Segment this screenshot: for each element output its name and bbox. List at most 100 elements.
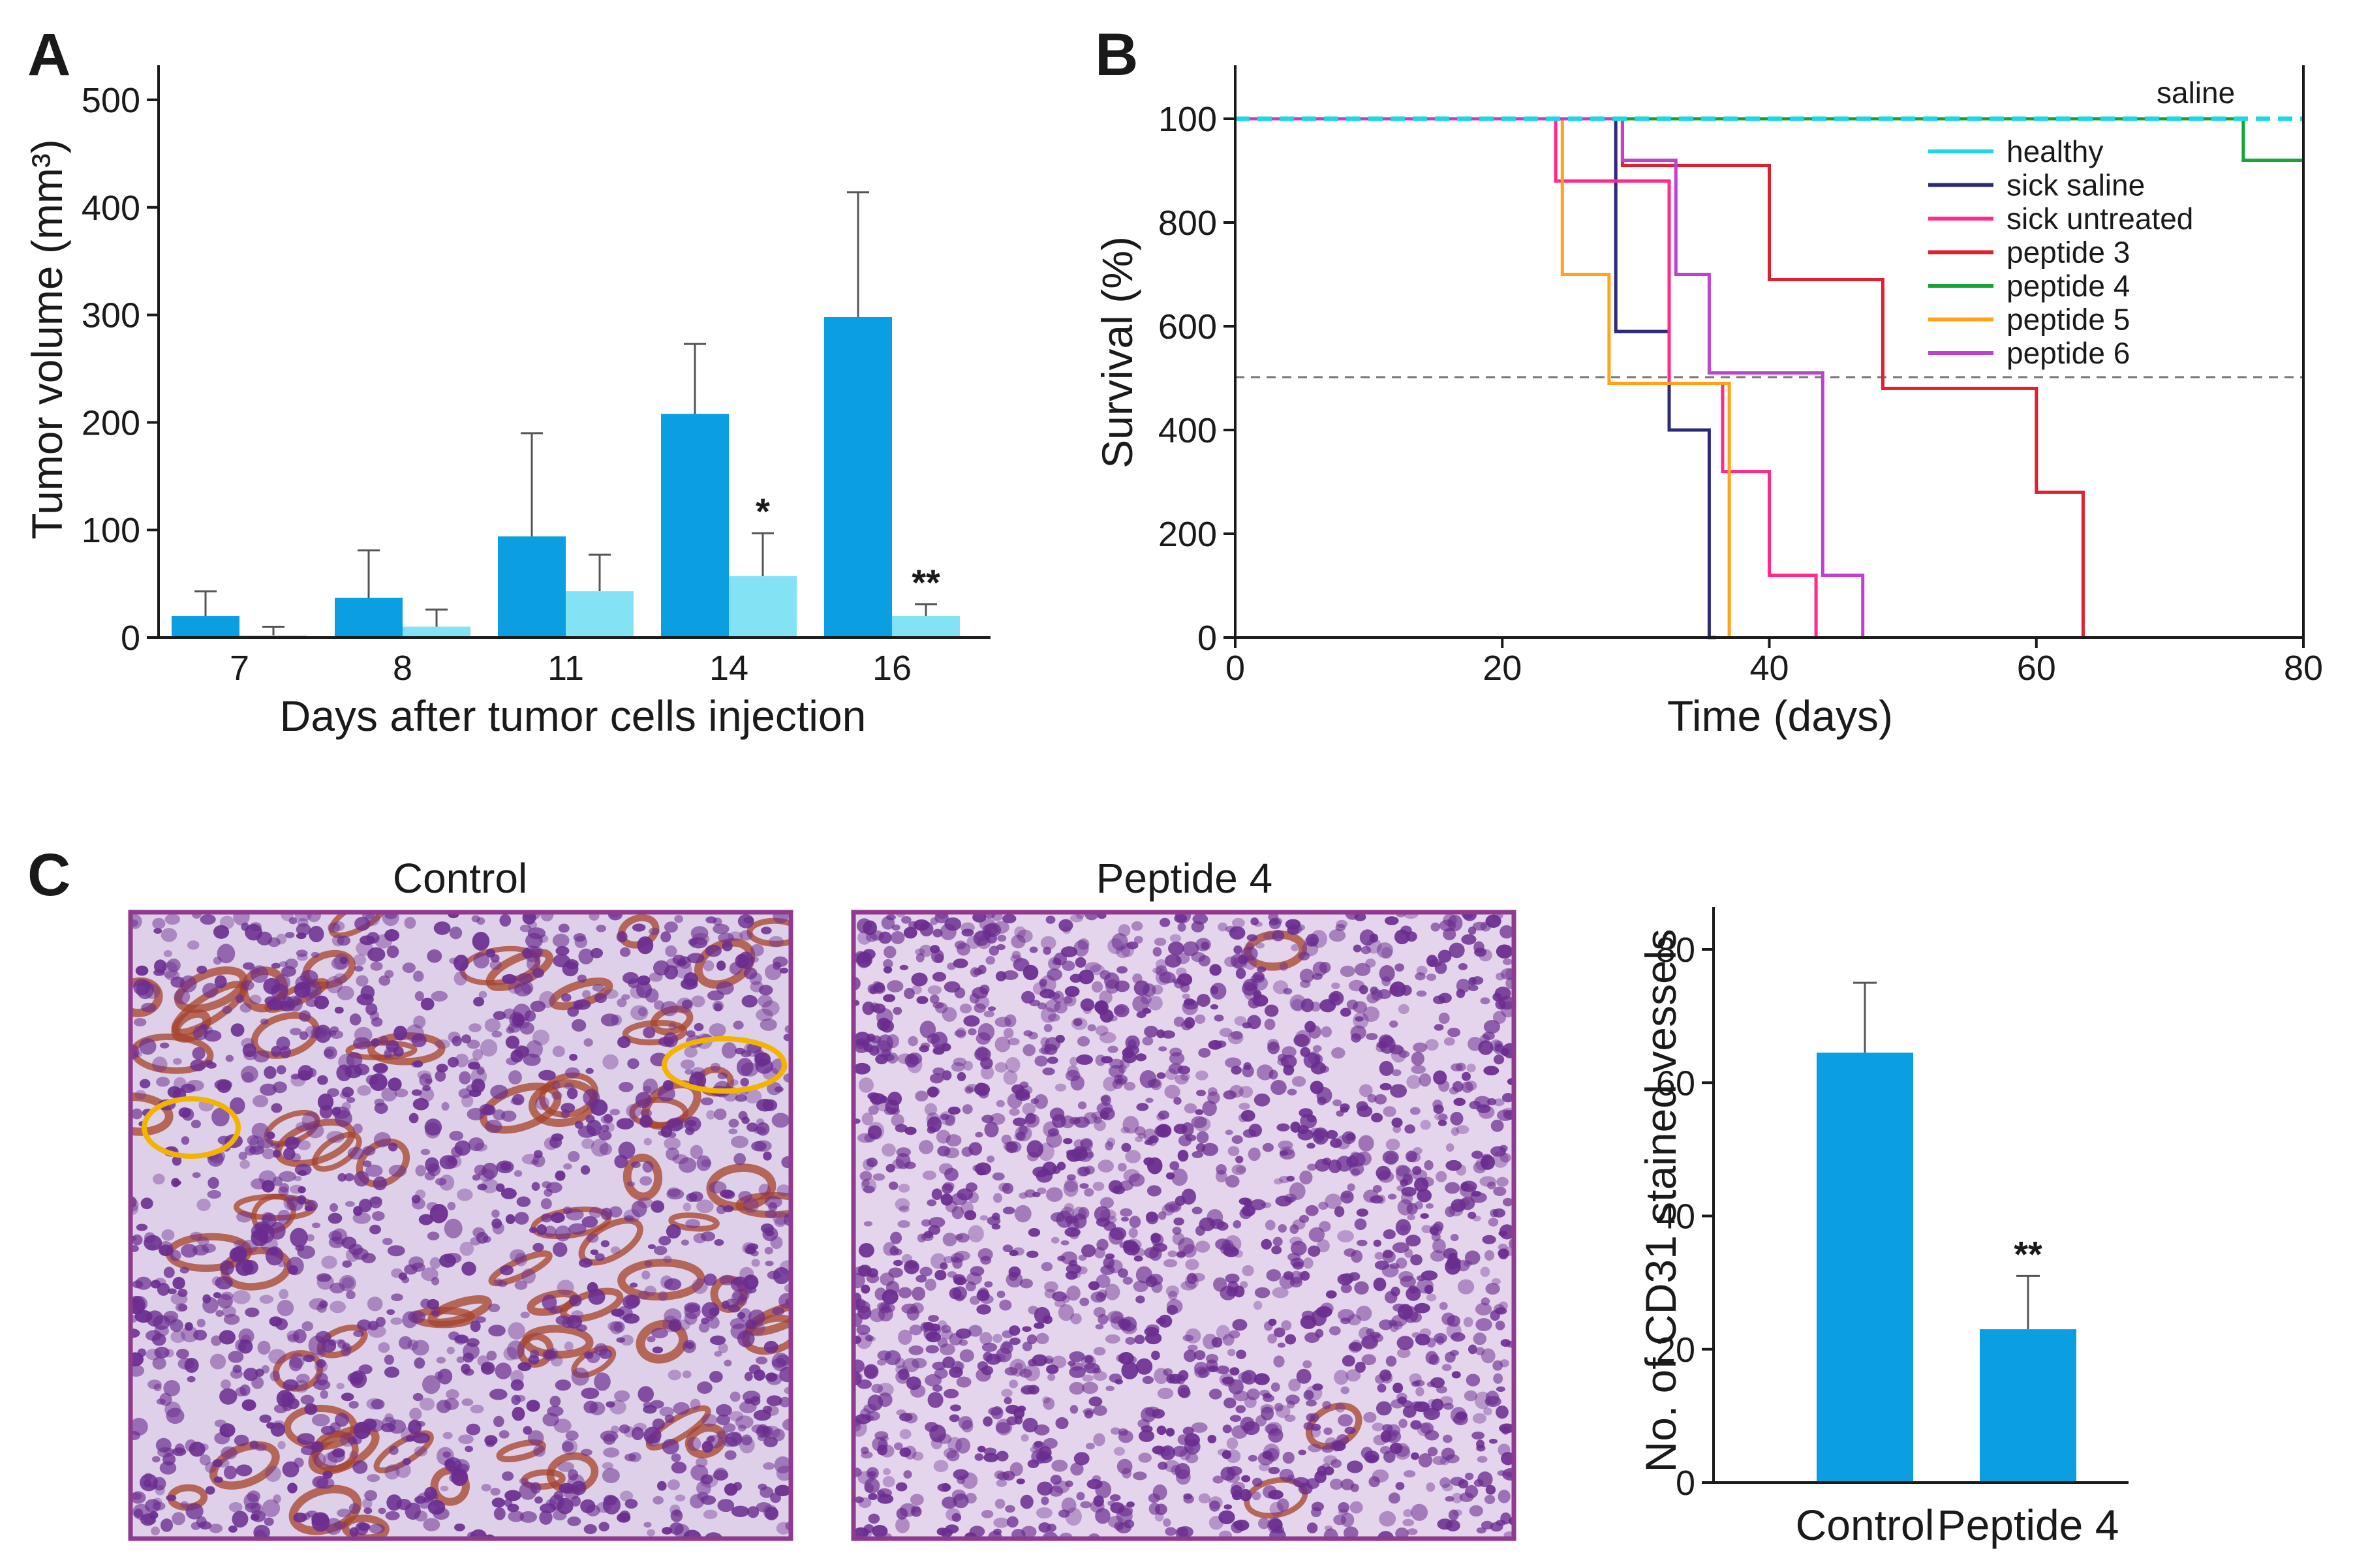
cell-nucleus <box>1231 1135 1243 1144</box>
cell-nucleus <box>1261 1238 1272 1250</box>
cell-nucleus <box>327 1450 345 1463</box>
cell-nucleus <box>991 1406 1004 1420</box>
cell-nucleus <box>493 1109 506 1120</box>
cell-nucleus <box>912 1451 924 1461</box>
cell-nucleus <box>316 1273 331 1282</box>
cell-nucleus <box>888 1181 899 1190</box>
cell-nucleus <box>571 1310 584 1319</box>
cell-nucleus <box>1105 1334 1120 1344</box>
cell-nucleus <box>408 1310 426 1324</box>
cell-nucleus <box>1283 1064 1295 1076</box>
cell-nucleus <box>733 1153 746 1165</box>
cell-nucleus <box>1034 1424 1050 1436</box>
cell-nucleus <box>408 1256 424 1269</box>
cell-nucleus <box>1165 1285 1180 1297</box>
cell-nucleus <box>1046 1364 1059 1374</box>
cell-nucleus <box>1291 944 1299 951</box>
cell-nucleus <box>473 996 485 1007</box>
cell-nucleus <box>352 1212 371 1224</box>
cell-nucleus <box>1045 915 1056 924</box>
cell-nucleus <box>1120 1216 1130 1222</box>
cell-nucleus <box>964 1086 974 1094</box>
cell-nucleus <box>449 957 459 964</box>
cell-nucleus <box>1039 978 1047 987</box>
stained-vessel <box>668 1212 720 1232</box>
cell-nucleus <box>673 1402 690 1415</box>
cell-nucleus <box>1009 1108 1020 1116</box>
cell-nucleus <box>563 1163 572 1170</box>
cell-nucleus <box>1279 1148 1295 1160</box>
cell-nucleus <box>1392 1242 1409 1253</box>
cell-nucleus <box>551 1091 562 1100</box>
cell-nucleus <box>1182 1426 1194 1436</box>
cell-nucleus <box>964 1210 977 1221</box>
cell-nucleus <box>1353 944 1362 953</box>
cell-nucleus <box>1115 1379 1123 1385</box>
cell-nucleus <box>371 1017 383 1027</box>
cell-nucleus <box>557 1461 575 1472</box>
cell-nucleus <box>423 1518 440 1531</box>
cell-nucleus <box>1156 1425 1167 1436</box>
cell-nucleus <box>1493 1373 1503 1384</box>
cell-nucleus <box>288 1357 303 1372</box>
cell-nucleus <box>1078 1254 1087 1261</box>
cell-nucleus <box>459 1071 471 1084</box>
cell-nucleus <box>1451 1127 1460 1136</box>
cell-nucleus <box>897 1220 910 1228</box>
cell-nucleus <box>683 1340 696 1353</box>
cell-nucleus <box>1380 1430 1392 1443</box>
cell-nucleus <box>594 1372 611 1391</box>
cell-nucleus <box>1100 1209 1116 1221</box>
cell-nucleus <box>346 1290 356 1300</box>
cell-nucleus <box>1044 1043 1058 1055</box>
cell-nucleus <box>433 1500 441 1508</box>
cell-nucleus <box>713 1468 728 1481</box>
cell-nucleus <box>153 1383 162 1392</box>
panel-a-x-tick-label: 7 <box>230 649 249 688</box>
cell-nucleus <box>730 1135 749 1148</box>
cell-nucleus <box>888 1267 904 1278</box>
cell-nucleus <box>1099 1032 1116 1043</box>
cell-nucleus <box>903 1470 912 1479</box>
cell-nucleus <box>949 1414 960 1422</box>
cell-nucleus <box>1116 1507 1133 1524</box>
cell-nucleus <box>1194 1014 1206 1024</box>
cell-nucleus <box>1431 1398 1444 1411</box>
cell-nucleus <box>456 1356 465 1364</box>
highlight-circle-vessel-left <box>142 1096 241 1159</box>
cell-nucleus <box>1481 1348 1496 1364</box>
cell-nucleus <box>276 1065 286 1075</box>
cell-nucleus <box>172 1156 182 1166</box>
cell-nucleus <box>433 1507 450 1520</box>
cell-nucleus <box>643 1078 658 1094</box>
cell-nucleus <box>1305 1205 1319 1216</box>
cell-nucleus <box>714 1351 722 1357</box>
cell-nucleus <box>1037 1481 1053 1496</box>
cell-nucleus <box>555 945 570 956</box>
cell-nucleus <box>1186 1272 1197 1284</box>
cell-nucleus <box>1181 1021 1193 1031</box>
cell-nucleus <box>735 1415 754 1429</box>
cell-nucleus <box>422 1375 440 1394</box>
cell-nucleus <box>1219 1028 1233 1038</box>
panel-b-curve-peptide-4 <box>1235 117 2303 162</box>
cell-nucleus <box>1461 1081 1473 1093</box>
cell-nucleus <box>1198 1048 1211 1058</box>
cell-nucleus <box>1034 1094 1048 1109</box>
cell-nucleus <box>1034 1322 1045 1329</box>
cell-nucleus <box>386 1494 402 1511</box>
cell-nucleus <box>697 1381 713 1394</box>
cell-nucleus <box>273 1494 281 1503</box>
cell-nucleus <box>980 1057 993 1069</box>
cell-nucleus <box>1358 1135 1374 1152</box>
cell-nucleus <box>451 1468 469 1486</box>
cell-nucleus <box>1297 1125 1309 1134</box>
cell-nucleus <box>269 1316 283 1327</box>
cell-nucleus <box>690 1145 703 1160</box>
cell-nucleus <box>942 1483 951 1492</box>
cell-nucleus <box>281 966 296 977</box>
cell-nucleus <box>1171 1168 1188 1186</box>
cell-nucleus <box>1466 1064 1476 1073</box>
cell-nucleus <box>1501 1092 1514 1103</box>
